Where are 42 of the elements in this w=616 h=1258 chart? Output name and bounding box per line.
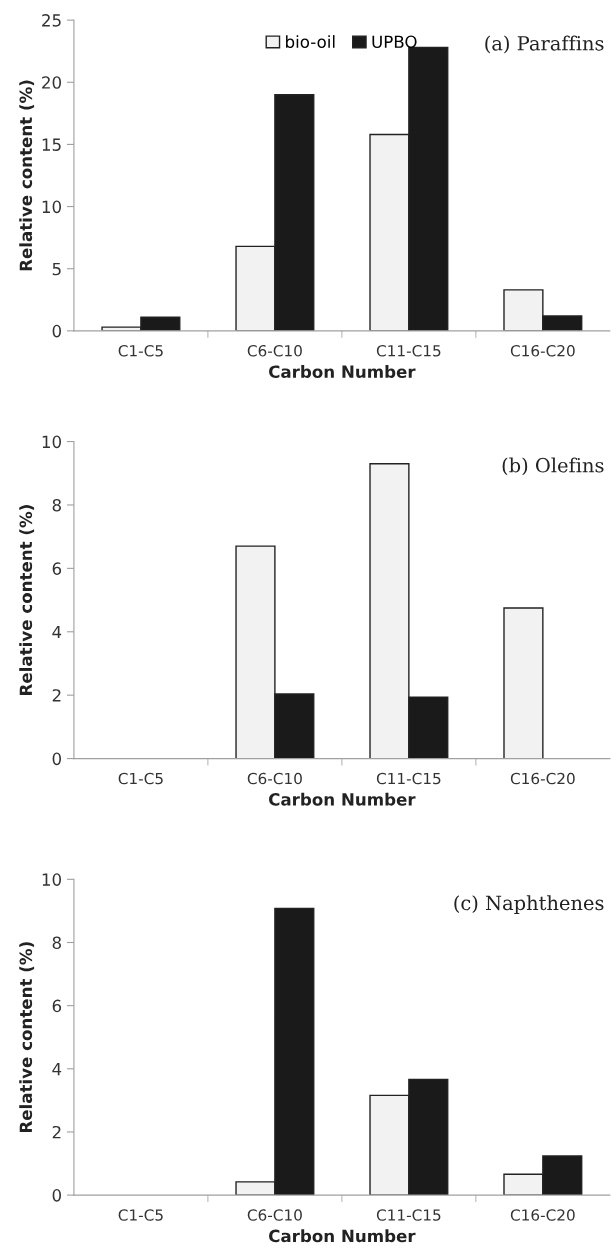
x-axis-title: Carbon Number <box>269 1229 416 1243</box>
x-tick-label: C16-C20 <box>510 345 575 357</box>
y-tick-label: 0 <box>52 324 62 338</box>
x-tick-label: C11-C15 <box>376 772 441 785</box>
annotation: (c) Naphthenes <box>454 895 604 915</box>
legend-label: bio-oil <box>286 35 335 49</box>
y-tick-label: 10 <box>42 873 62 886</box>
x-tick-label: C16-C20 <box>510 1209 575 1221</box>
y-tick-label: 4 <box>52 625 62 639</box>
y-tick-label: 25 <box>42 14 61 27</box>
y-tick-label: 10 <box>42 435 62 449</box>
y-axis-title: Relative content (%) <box>19 942 35 1133</box>
x-tick-label: C6-C10 <box>247 772 302 785</box>
y-tick-label: 2 <box>52 689 61 702</box>
y-tick-label: 0 <box>52 752 62 766</box>
y-tick-label: 5 <box>52 262 61 276</box>
y-tick-label: 8 <box>52 498 61 512</box>
annotation: (a) Paraffins <box>485 35 604 54</box>
x-axis-title: Carbon Number <box>269 792 416 806</box>
x-tick-label: C16-C20 <box>510 772 575 785</box>
y-tick-label: 20 <box>42 76 62 89</box>
annotation: (b) Olefins <box>502 457 604 476</box>
bar <box>503 607 544 759</box>
y-axis-title: Relative content (%) <box>19 505 35 695</box>
y-axis-title: Relative content (%) <box>19 80 35 271</box>
x-tick-label: C11-C15 <box>376 1209 441 1221</box>
y-tick-label: 6 <box>52 562 62 575</box>
x-tick-label: C6-C10 <box>247 345 302 357</box>
x-tick-label: C1-C5 <box>118 345 163 357</box>
legend-label: UPBO <box>372 35 417 49</box>
y-tick-label: 4 <box>52 1062 62 1076</box>
y-tick-label: 15 <box>42 138 61 151</box>
y-tick-label: 2 <box>52 1125 61 1139</box>
x-tick-label: C6-C10 <box>247 1209 302 1221</box>
x-tick-label: C1-C5 <box>118 772 163 785</box>
x-tick-label: C1-C5 <box>118 1209 163 1221</box>
x-axis-title: Carbon Number <box>269 365 416 378</box>
y-tick-label: 8 <box>52 936 61 950</box>
y-tick-label: 6 <box>52 999 62 1013</box>
x-tick-label: C11-C15 <box>376 345 441 357</box>
y-tick-label: 10 <box>42 200 62 214</box>
y-tick-label: 0 <box>52 1189 62 1202</box>
